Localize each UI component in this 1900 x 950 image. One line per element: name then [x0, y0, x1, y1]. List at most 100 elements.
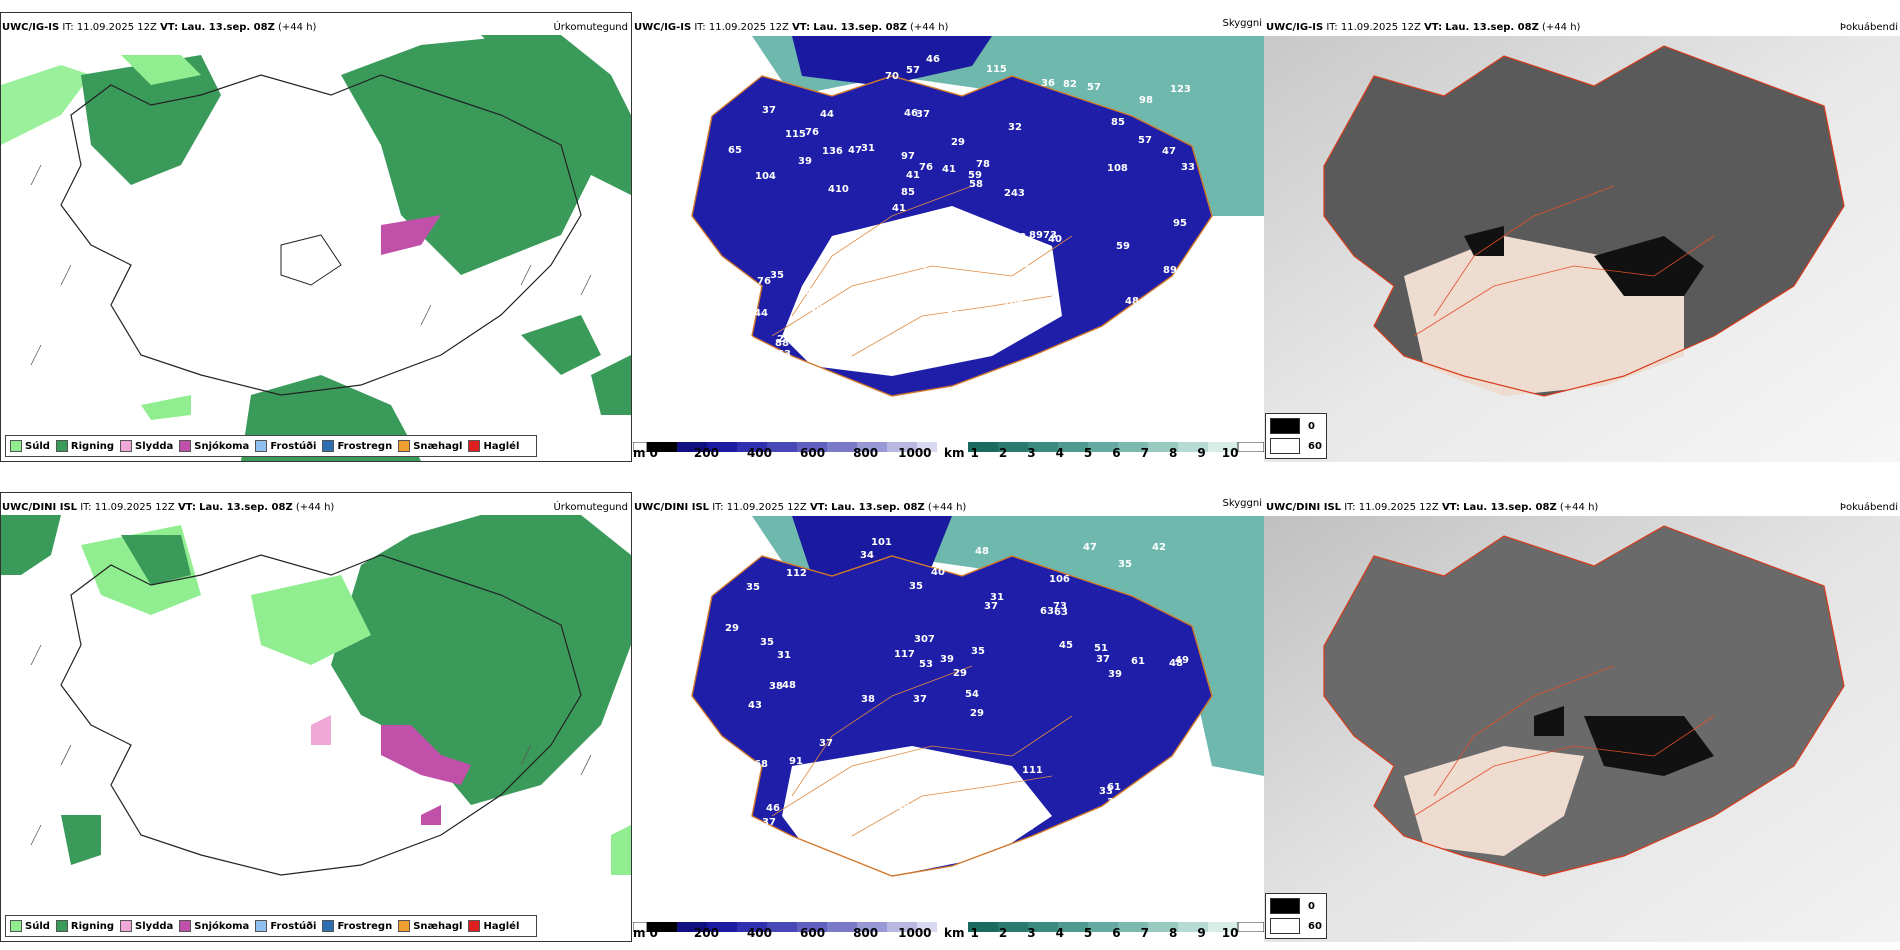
cloudbase-label: 35: [770, 270, 784, 281]
legend-label: Frostúði: [270, 920, 317, 932]
cloudbase-label: 54: [965, 689, 979, 700]
panel-title: Þokuábendi: [1839, 22, 1898, 33]
cloudbase-label: 139: [928, 249, 949, 260]
legend-label: Snjókoma: [194, 440, 250, 452]
panel-title: Úrkomutegund: [553, 22, 628, 33]
cloudbase-label: 51: [1177, 750, 1191, 761]
visibility-tick: 6: [1112, 926, 1121, 940]
cloudbase-label: 243: [1004, 188, 1025, 199]
vt-label: VT:: [177, 502, 196, 513]
visibility-panel-bottom: 101 106 48 37 29 48 35 63 43 37 29 37 34 38 49 40 65 47 45…: [632, 492, 1264, 942]
visibility-colorbar-bottom: [968, 917, 1265, 933]
fog-swatch-light: [1270, 438, 1300, 454]
vt-label: VT:: [1424, 22, 1443, 33]
model-name: UWC/IG-IS: [634, 22, 692, 33]
fog-legend-value: 60: [1308, 920, 1322, 932]
fog-legend-value: 0: [1308, 420, 1315, 432]
cloudbase-label: 76: [757, 276, 771, 287]
cloudbase-label: 38: [1012, 232, 1026, 243]
cloudbase-label: 59: [968, 170, 982, 181]
cloudbase-label: 39: [809, 303, 823, 314]
cloudbase-label: 40: [1048, 234, 1062, 245]
cloudbase-label: 103: [854, 317, 875, 328]
cloudbase-label: 112: [786, 568, 807, 579]
cloudbase-unit: m: [633, 446, 646, 460]
visibility-tick: 2: [998, 446, 1008, 460]
cloudbase-label: 123: [1170, 84, 1191, 95]
visibility-tick: 4: [1055, 926, 1064, 940]
cloudbase-tick: 1000: [898, 446, 932, 460]
it-value: 11.09.2025 12Z: [708, 22, 789, 33]
cloudbase-colorbar-ticks-top: m 0 200 400 600 800 1000: [633, 446, 963, 460]
cloudbase-label: 46: [766, 803, 780, 814]
cloudbase-label: 41: [906, 170, 920, 181]
visibility-tick: 3: [1027, 926, 1036, 940]
cloudbase-label: 47: [805, 287, 819, 298]
visibility-tick: 8: [1169, 926, 1178, 940]
vt-value: Lau. 13.sep. 08Z: [181, 22, 275, 33]
cloudbase-label: 63: [1040, 606, 1054, 617]
cloudbase-label: 111: [1022, 765, 1043, 776]
cloudbase-label: 59: [1116, 241, 1130, 252]
it-value: 11.09.2025 12Z: [726, 502, 807, 513]
cloudbase-label: 117: [894, 649, 915, 660]
legend-label: Rigning: [70, 920, 115, 932]
precip-panel-top: Súld Rigning Slydda Snjókoma Frostúði Fr…: [0, 12, 632, 462]
legend-swatch: [322, 920, 335, 932]
visibility-tick: 10: [1221, 926, 1239, 940]
cloudbase-tick: 400: [746, 446, 772, 460]
cloudbase-colorbar-ticks-bottom: m 0 200 400 600 800 1000: [633, 926, 963, 940]
cloudbase-label: 46: [926, 54, 940, 65]
lead-time: (+44 h): [278, 22, 317, 33]
legend-item: Frostúði: [255, 440, 316, 452]
visibility-colorbar-ticks-bottom: km 1 2 3 4 5 6 7 8 9 10: [944, 926, 1264, 940]
model-name: UWC/DINI ISL: [1266, 502, 1342, 513]
cloudbase-label: 35: [909, 581, 923, 592]
legend-item: Súld: [10, 920, 50, 932]
legend-item: Haglél: [468, 920, 519, 932]
precip-map-svg-top: [1, 35, 631, 461]
cloudbase-label: 41: [892, 203, 906, 214]
cloudbase-label: 48: [975, 546, 989, 557]
legend-swatch: [398, 920, 411, 932]
panel-header: UWC/IG-IS IT: 11.09.2025 12Z VT: Lau. 13…: [634, 22, 948, 34]
model-name: UWC/IG-IS: [2, 22, 60, 33]
cloudbase-label: 35: [1118, 559, 1132, 570]
cloudbase-label: 63: [1054, 607, 1068, 618]
legend-label: Rigning: [70, 440, 115, 452]
legend-label: Súld: [25, 440, 50, 452]
legend-label: Snjókoma: [194, 920, 250, 932]
panel-header: UWC/DINI ISL IT: 11.09.2025 12Z VT: Lau.…: [2, 502, 334, 514]
visibility-tick: 7: [1140, 446, 1149, 460]
lead-time: (+44 h): [1542, 22, 1581, 33]
visibility-tick: 5: [1083, 926, 1093, 940]
cloudbase-label: 45: [1059, 640, 1073, 651]
cloudbase-label: 48: [782, 680, 796, 691]
legend-label: Haglél: [483, 920, 520, 932]
precip-map-svg-bottom: [1, 515, 631, 941]
cloudbase-label: 35: [730, 752, 744, 763]
cloudbase-tick: 200: [693, 446, 719, 460]
cloudbase-label: 97: [901, 151, 915, 162]
legend-item: Frostregn: [322, 920, 392, 932]
it-label: IT:: [1326, 22, 1338, 33]
cloudbase-label: 70: [885, 71, 899, 82]
cloudbase-label: 68: [754, 759, 768, 770]
cloudbase-colorbar-svg: [632, 921, 937, 933]
fog-legend-value: 0: [1308, 900, 1315, 912]
cloudbase-label: 31: [990, 592, 1004, 603]
cloudbase-unit: m: [633, 926, 646, 940]
cloudbase-label: 73: [1053, 601, 1067, 612]
cloudbase-label: 29: [951, 137, 965, 148]
legend-swatch: [10, 440, 22, 452]
legend-swatch: [10, 920, 22, 932]
cloudbase-label: 73: [1043, 230, 1057, 241]
cloudbase-label: 47: [1162, 146, 1176, 157]
cloudbase-label: 46: [904, 108, 918, 119]
cloudbase-label: 115: [785, 129, 806, 140]
cloudbase-label: 82: [1063, 79, 1077, 90]
cloudbase-label: 58: [969, 179, 983, 190]
model-name: UWC/DINI ISL: [634, 502, 710, 513]
cloudbase-label: 115: [907, 260, 928, 271]
fog-map-svg-top: [1264, 36, 1900, 462]
